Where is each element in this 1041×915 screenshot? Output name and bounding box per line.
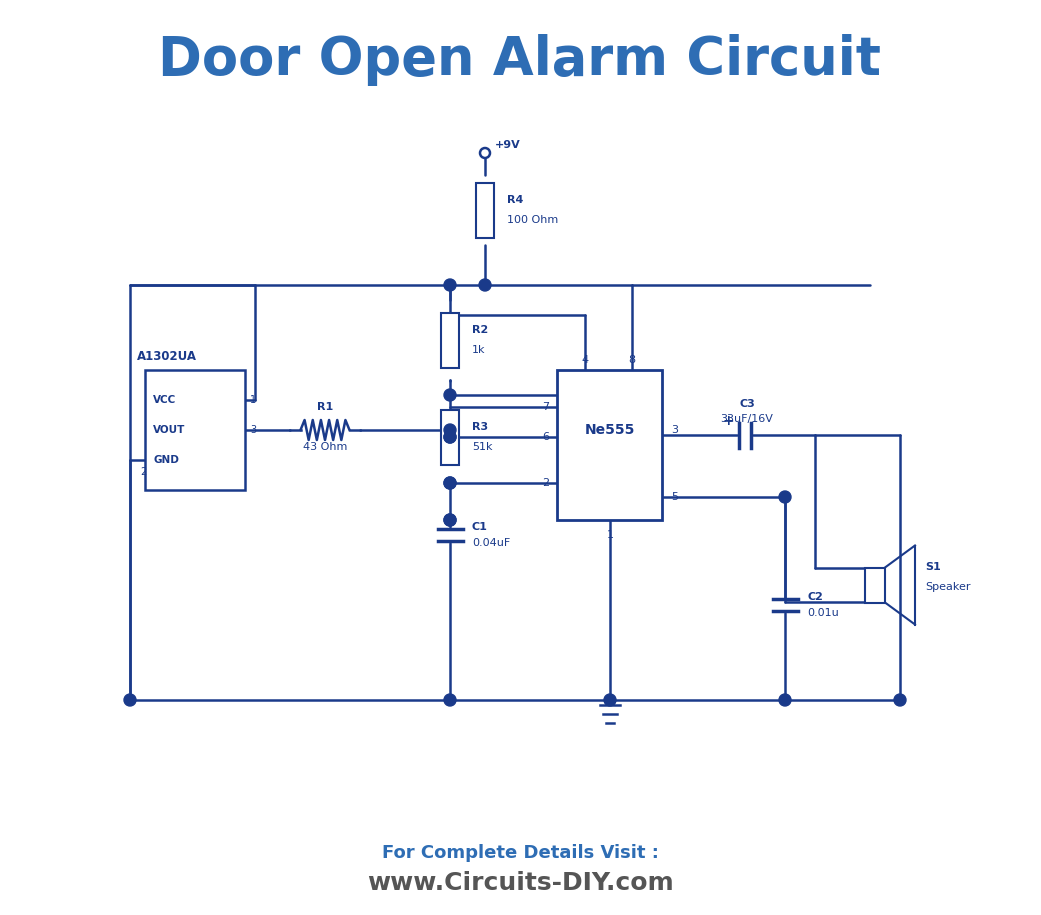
Circle shape xyxy=(124,694,136,706)
Circle shape xyxy=(445,279,456,291)
Circle shape xyxy=(445,424,456,436)
Text: 33uF/16V: 33uF/16V xyxy=(720,414,773,424)
Text: R1: R1 xyxy=(316,402,333,412)
Text: 0.04uF: 0.04uF xyxy=(472,538,510,548)
Text: 51k: 51k xyxy=(472,443,492,453)
Text: C2: C2 xyxy=(807,592,822,602)
Text: VCC: VCC xyxy=(153,395,176,405)
Text: +9V: +9V xyxy=(496,140,520,150)
Circle shape xyxy=(779,491,791,503)
Text: www.Circuits-DIY.com: www.Circuits-DIY.com xyxy=(366,871,674,895)
Text: 1: 1 xyxy=(607,530,613,540)
Text: 4: 4 xyxy=(582,355,588,365)
Text: 0.01u: 0.01u xyxy=(807,608,839,618)
Circle shape xyxy=(894,694,906,706)
Text: C3: C3 xyxy=(739,399,755,409)
Text: 2: 2 xyxy=(139,467,146,477)
Text: GND: GND xyxy=(153,455,179,465)
Text: 43 Ohm: 43 Ohm xyxy=(303,442,348,452)
Circle shape xyxy=(445,477,456,489)
Bar xyxy=(865,567,885,602)
Text: For Complete Details Visit :: For Complete Details Visit : xyxy=(382,844,659,862)
Circle shape xyxy=(445,431,456,443)
Circle shape xyxy=(445,389,456,401)
Text: +: + xyxy=(723,414,735,428)
Text: 3: 3 xyxy=(250,425,256,435)
Text: VOUT: VOUT xyxy=(153,425,185,435)
Text: Door Open Alarm Circuit: Door Open Alarm Circuit xyxy=(158,34,882,86)
Text: R3: R3 xyxy=(472,423,488,433)
Text: C1: C1 xyxy=(472,522,488,532)
Text: 1k: 1k xyxy=(472,345,485,355)
Bar xyxy=(441,313,459,368)
Bar xyxy=(476,182,494,238)
Circle shape xyxy=(445,694,456,706)
Text: S1: S1 xyxy=(925,562,941,572)
Circle shape xyxy=(604,694,616,706)
Circle shape xyxy=(479,279,491,291)
Circle shape xyxy=(445,477,456,489)
Bar xyxy=(145,370,245,490)
Text: 8: 8 xyxy=(629,355,636,365)
Text: Ne555: Ne555 xyxy=(585,423,635,437)
Text: R2: R2 xyxy=(472,325,488,335)
Circle shape xyxy=(779,694,791,706)
Text: Speaker: Speaker xyxy=(925,582,970,592)
Text: 100 Ohm: 100 Ohm xyxy=(507,215,558,225)
Bar xyxy=(441,410,459,465)
Text: 1: 1 xyxy=(250,395,256,405)
Circle shape xyxy=(445,431,456,443)
Text: 6: 6 xyxy=(542,432,549,442)
Text: 7: 7 xyxy=(542,402,549,412)
Text: 3: 3 xyxy=(671,425,678,435)
Text: R4: R4 xyxy=(507,195,524,205)
Circle shape xyxy=(445,514,456,526)
Text: A1302UA: A1302UA xyxy=(137,350,197,363)
Bar xyxy=(558,370,662,520)
Circle shape xyxy=(445,514,456,526)
Text: 2: 2 xyxy=(542,478,549,488)
Text: 5: 5 xyxy=(671,492,678,502)
